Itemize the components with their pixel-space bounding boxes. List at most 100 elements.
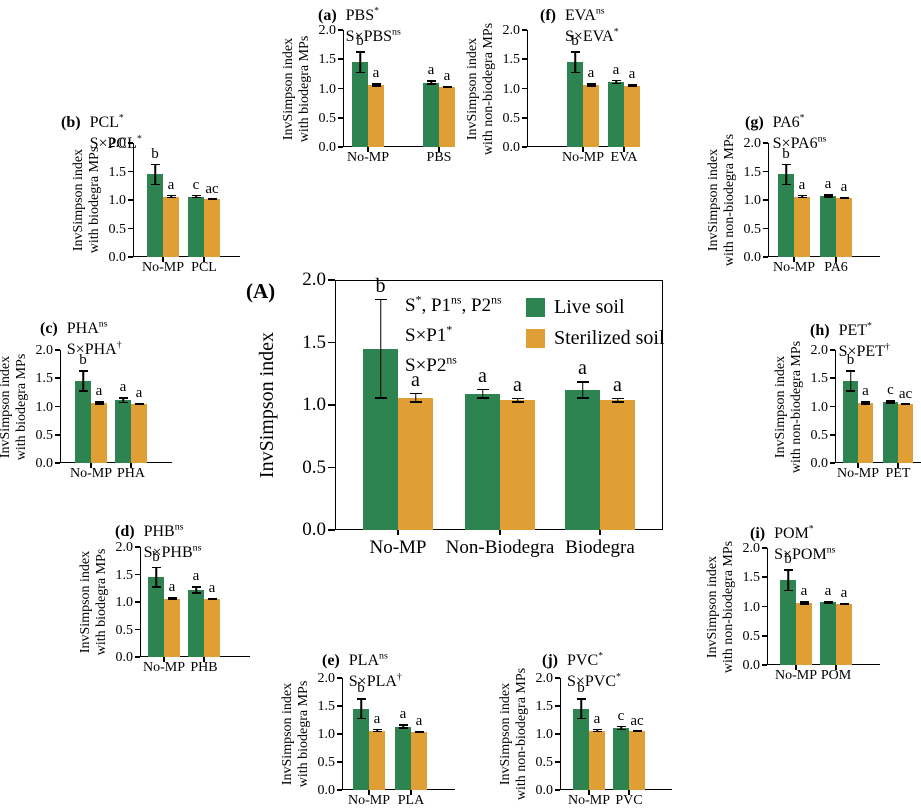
bar-sterilized-soil-no-mp (368, 84, 384, 147)
error-bar-sterilized-soil-no-mp (861, 401, 870, 405)
error-bar-sterilized-soil-phb (207, 597, 217, 600)
error-bar-stem (195, 194, 197, 199)
error-bar-cap (592, 730, 602, 733)
sig-letter-pha-sterilized-soil: a (135, 384, 143, 401)
bar-sterilized-soil-no-mp (796, 602, 812, 665)
panel-heading-text: PA6* S×PA6ns (772, 112, 827, 152)
error-bar-sterilized-soil-no-mp (409, 392, 422, 403)
bar-live-soil-pla (395, 726, 411, 790)
error-bar-stem (379, 298, 382, 399)
x-tick-mark (410, 790, 412, 795)
bar-sterilized-soil-no-mp (583, 84, 599, 147)
y-tick-label: 2.0 (742, 541, 761, 556)
sig-letter-no-mp-live-soil: b (784, 551, 792, 568)
sig-letter-no-mp-live-soil: b (151, 145, 159, 162)
error-bar-stem (889, 400, 892, 404)
panel-label-h: (h) (810, 322, 830, 339)
panel-heading-text: PVC* S×PVC* (566, 650, 621, 690)
x-tick-mark (835, 665, 837, 670)
y-tick-mark (128, 199, 133, 201)
y-tick-label: 2.0 (302, 269, 326, 290)
error-bar-cap (355, 71, 365, 74)
error-bar-stem (801, 194, 803, 199)
error-bar-live-soil-no-mp (374, 298, 387, 399)
sig-letter-pa6-sterilized-soil: a (840, 179, 848, 196)
bar-sterilized-soil-no-mp (91, 403, 107, 463)
y-tick-label: 1.0 (810, 399, 829, 415)
error-bar-cap (570, 71, 580, 74)
y-tick-mark (555, 677, 560, 679)
error-bar-stem (803, 601, 805, 605)
y-tick-label: 1.0 (742, 599, 761, 615)
panel-title-g: (g) PA6* S×PA6ns (745, 112, 826, 154)
y-tick-label: 1.0 (35, 399, 54, 415)
y-tick-mark (830, 349, 835, 351)
y-tick-label: 0.0 (535, 783, 554, 798)
panel-title-A: (A) (246, 281, 284, 304)
y-tick-label: 2.0 (115, 540, 134, 555)
error-bar-cap (426, 83, 436, 85)
error-bar-stem (787, 569, 789, 592)
y-tick-mark (328, 341, 335, 344)
panel-label-f: (f) (540, 7, 556, 24)
error-bar-sterilized-soil-no-mp (797, 194, 807, 199)
y-tick-mark (135, 656, 140, 658)
error-bar-cap (371, 85, 381, 87)
y-tick-label: 1.0 (115, 595, 134, 610)
sig-letter-pvc-sterilized-soil: ac (630, 712, 644, 729)
x-category-label-pla: PLA (397, 793, 425, 808)
bar-live-soil-no-mp (780, 580, 796, 665)
sig-letter-pom-sterilized-soil: a (840, 584, 848, 601)
error-bar-live-soil-no-mp (356, 698, 366, 720)
bar-live-soil-no-mp (148, 577, 164, 657)
y-tick-mark (337, 705, 342, 707)
error-bar-cap (799, 603, 809, 605)
error-bar-live-soil-eva (611, 79, 621, 85)
sig-letter-no-mp-live-soil: b (846, 352, 855, 369)
error-bar-stem (827, 194, 829, 198)
error-bar-sterilized-soil-non-biodegra (511, 397, 524, 403)
y-tick-mark (762, 605, 767, 608)
y-tick-label: 1.0 (318, 81, 337, 97)
error-bar-cap (409, 401, 422, 403)
error-bar-cap (616, 728, 626, 731)
panel-title-i: (i) POM* S×POMns (750, 523, 836, 565)
x-tick-mark (582, 147, 584, 152)
bar-sterilized-soil-biodegra (600, 400, 635, 530)
error-bar-cap (167, 598, 177, 601)
x-tick-mark (599, 530, 601, 535)
x-tick-mark (397, 530, 399, 535)
x-category-label-no-mp: No-MP (142, 660, 185, 675)
error-bar-stem (430, 80, 432, 85)
x-tick-mark (835, 257, 837, 262)
y-tick-label: 2.0 (317, 671, 336, 686)
panel-label-A: (A) (246, 279, 276, 303)
panel-label-c: (c) (40, 320, 58, 337)
bar-sterilized-soil-no-mp (163, 196, 179, 257)
y-tick-mark (555, 733, 560, 735)
bar-live-soil-no-mp (567, 62, 583, 147)
error-bar-live-soil-pbs (426, 80, 436, 85)
x-tick-mark (367, 147, 369, 152)
error-bar-live-soil-pvc (616, 725, 626, 731)
bar-sterilized-soil-non-biodegra (500, 400, 535, 530)
error-bar-live-soil-pom (823, 601, 833, 604)
y-tick-mark (555, 761, 560, 763)
error-bar-stem (620, 725, 622, 731)
y-tick-label: 1.5 (742, 570, 761, 586)
bar-live-soil-pcl (188, 196, 204, 257)
error-bar-stem (596, 728, 598, 733)
bar-sterilized-soil-pet (898, 404, 913, 463)
y-tick-label: 1.0 (743, 193, 762, 208)
y-tick-label: 1.0 (535, 727, 554, 742)
sig-letter-no-mp-live-soil: b (356, 33, 364, 50)
x-category-label-pvc: PVC (615, 793, 643, 808)
sig-letter-pom-live-soil: a (824, 583, 832, 600)
y-tick-label: 0.0 (302, 519, 326, 540)
panel-title-a: (a) PBS* S×PBSns (318, 5, 401, 47)
sig-letter-no-mp-live-soil: b (357, 680, 365, 697)
error-bar-live-soil-pcl (191, 194, 201, 199)
panel-heading-text: EVAns S×EVA* (564, 5, 619, 45)
error-bar-sterilized-soil-no-mp (586, 83, 596, 87)
error-bar-cap (94, 403, 104, 405)
